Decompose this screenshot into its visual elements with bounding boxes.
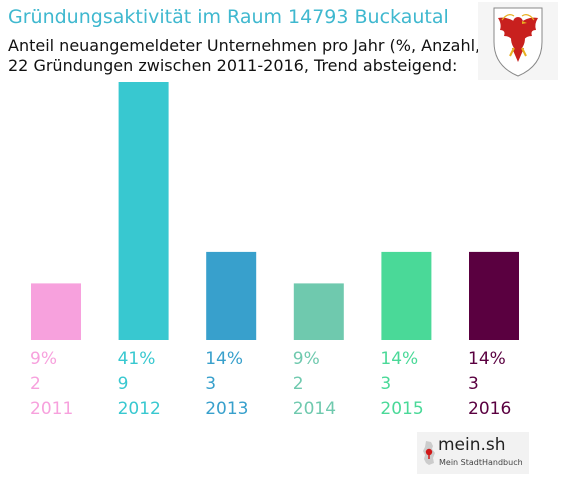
chart-title: Gründungsaktivität im Raum 14793 Buckaut… [8, 6, 449, 28]
percent-label-2016: 14% [468, 349, 506, 369]
year-label-2013: 2013 [205, 399, 249, 419]
bar-2016 [469, 251, 519, 340]
year-label-2015: 2015 [380, 399, 424, 419]
count-label-2011: 2 [30, 374, 41, 394]
count-label-2012: 9 [117, 374, 129, 394]
bar-2013 [206, 251, 257, 340]
bar-2015 [381, 251, 432, 340]
bar-2012 [118, 82, 169, 340]
count-label-2016: 3 [468, 374, 479, 394]
percent-label-2011: 9% [30, 349, 57, 369]
count-label-2014: 2 [292, 374, 304, 394]
percent-label-2013: 14% [205, 349, 243, 369]
brand-name: mein.sh [438, 435, 506, 455]
brand-tagline: Mein StadtHandbuch [439, 458, 523, 467]
percent-label-2014: 9% [292, 349, 320, 369]
brand-logo: mein.sh Mein StadtHandbuch [417, 432, 529, 474]
count-label-2015: 3 [380, 374, 392, 394]
chart-subtitle-line-2: 22 Gründungen zwischen 2011-2016, Trend … [8, 56, 458, 75]
chart-subtitle-line-1: Anteil neuangemeldeter Unternehmen pro J… [8, 36, 523, 55]
year-label-2011: 2011 [30, 399, 74, 419]
percent-label-2012: 41% [117, 349, 156, 369]
brandenburg-eagle-crest-icon [478, 2, 558, 80]
count-label-2013: 3 [205, 374, 217, 394]
germany-map-pin-icon [423, 441, 435, 465]
percent-label-2015: 14% [380, 349, 419, 369]
year-label-2014: 2014 [292, 399, 337, 419]
bar-2014 [293, 283, 344, 340]
bar-2011 [31, 283, 81, 340]
year-label-2012: 2012 [117, 399, 161, 419]
year-label-2016: 2016 [468, 399, 512, 419]
